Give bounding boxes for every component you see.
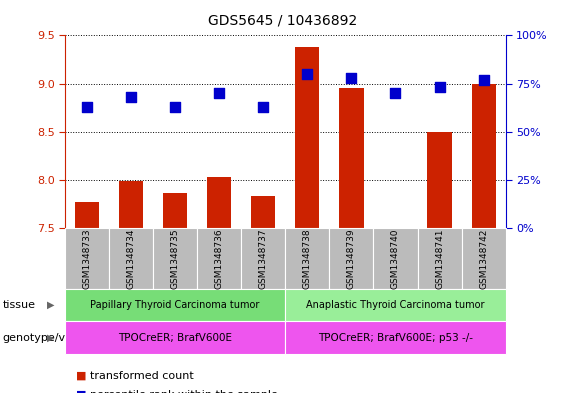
Point [215,90,224,96]
Bar [75,202,99,228]
Text: GSM1348736: GSM1348736 [215,228,224,289]
Bar [428,132,451,228]
Text: GSM1348734: GSM1348734 [127,228,136,288]
Point [303,71,312,77]
Bar [340,88,363,228]
Text: TPOCreER; BrafV600E: TPOCreER; BrafV600E [118,333,232,343]
Text: ■: ■ [76,389,87,393]
Text: Papillary Thyroid Carcinoma tumor: Papillary Thyroid Carcinoma tumor [90,300,260,310]
Bar [295,47,319,228]
Text: GSM1348740: GSM1348740 [391,228,400,288]
Bar [119,181,143,228]
Text: ▶: ▶ [47,300,54,310]
Point [391,90,400,96]
Bar [472,83,496,228]
Point [479,77,488,83]
Point [82,103,92,110]
Text: GDS5645 / 10436892: GDS5645 / 10436892 [208,14,357,28]
Point [347,75,356,81]
Text: ▶: ▶ [47,333,54,343]
Point [259,103,268,110]
Text: GSM1348733: GSM1348733 [82,228,92,289]
Bar [251,196,275,228]
Bar [207,177,231,228]
Text: ■: ■ [76,371,87,381]
Text: GSM1348737: GSM1348737 [259,228,268,289]
Text: GSM1348735: GSM1348735 [171,228,180,289]
Text: GSM1348741: GSM1348741 [435,228,444,288]
Text: GSM1348739: GSM1348739 [347,228,356,289]
Bar [163,193,187,228]
Point [171,103,180,110]
Text: GSM1348742: GSM1348742 [479,228,488,288]
Text: Anaplastic Thyroid Carcinoma tumor: Anaplastic Thyroid Carcinoma tumor [306,300,485,310]
Text: transformed count: transformed count [90,371,194,381]
Point [127,94,136,100]
Text: TPOCreER; BrafV600E; p53 -/-: TPOCreER; BrafV600E; p53 -/- [318,333,473,343]
Text: tissue: tissue [3,300,36,310]
Text: percentile rank within the sample: percentile rank within the sample [90,389,279,393]
Text: GSM1348738: GSM1348738 [303,228,312,289]
Text: genotype/variation: genotype/variation [3,333,109,343]
Point [435,84,444,90]
